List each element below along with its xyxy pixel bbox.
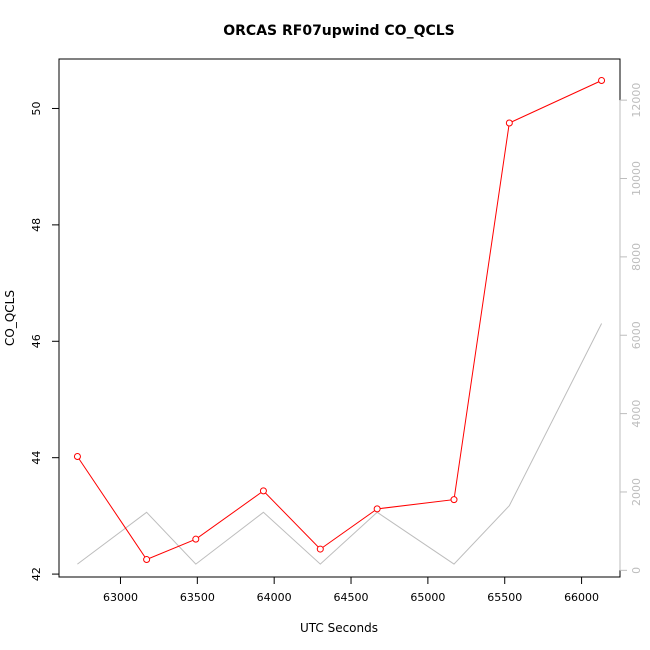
x-tick-label: 66000: [564, 591, 599, 604]
x-axis-label: UTC Seconds: [300, 621, 378, 635]
y-tick-label: 50: [30, 101, 43, 115]
x-tick-label: 65500: [487, 591, 522, 604]
x-tick-label: 65000: [410, 591, 445, 604]
data-point: [316, 545, 324, 553]
right-y-tick-label: 0: [630, 567, 643, 574]
data-point: [598, 77, 606, 85]
y-tick-label: 48: [30, 218, 43, 232]
chart-title: ORCAS RF07upwind CO_QCLS: [223, 23, 455, 39]
x-tick-label: 63000: [103, 591, 138, 604]
data-point: [192, 535, 200, 543]
data-point: [259, 487, 267, 495]
right-y-axis: 0 2000 4000 6000 8000 10000 12000: [619, 83, 643, 574]
y-tick-label: 42: [30, 567, 43, 581]
secondary-series-line: [77, 323, 603, 565]
y-tick-label: 46: [30, 334, 43, 348]
y-axis-label: CO_QCLS: [3, 290, 17, 346]
right-y-tick-label: 8000: [630, 243, 643, 271]
x-tick-label: 64500: [334, 591, 369, 604]
data-point: [505, 119, 513, 127]
primary-series-line: [76, 80, 602, 561]
right-y-tick-label: 12000: [630, 83, 643, 118]
x-tick-label: 64000: [257, 591, 292, 604]
data-point: [73, 453, 81, 461]
right-y-tick-label: 10000: [630, 161, 643, 196]
data-point: [143, 556, 151, 564]
right-y-tick-label: 6000: [630, 321, 643, 349]
right-y-tick-label: 2000: [630, 478, 643, 506]
data-point: [450, 496, 458, 504]
y-axis: 42 44 46 48 50: [30, 101, 60, 581]
x-axis: 63000 63500 64000 64500 65000 65500 66000: [103, 576, 599, 604]
plot-frame: [58, 58, 621, 578]
series-layer: [73, 77, 606, 565]
y-tick-label: 44: [30, 451, 43, 465]
x-tick-label: 63500: [180, 591, 215, 604]
data-point: [373, 505, 381, 513]
right-y-tick-label: 4000: [630, 400, 643, 428]
